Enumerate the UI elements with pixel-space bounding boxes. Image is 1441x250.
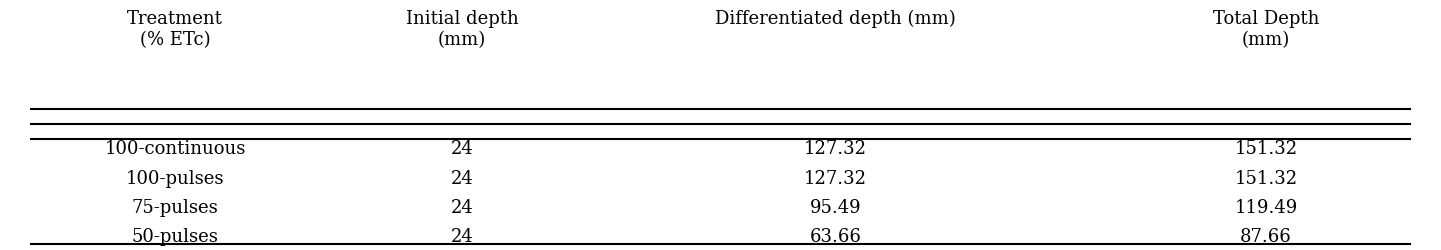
Text: Total Depth
(mm): Total Depth (mm) xyxy=(1213,10,1319,49)
Text: 151.32: 151.32 xyxy=(1235,140,1297,158)
Text: 95.49: 95.49 xyxy=(810,198,862,216)
Text: Treatment
(% ETc): Treatment (% ETc) xyxy=(127,10,223,49)
Text: 100-continuous: 100-continuous xyxy=(104,140,246,158)
Text: Initial depth
(mm): Initial depth (mm) xyxy=(406,10,519,49)
Text: 127.32: 127.32 xyxy=(804,169,867,187)
Text: 127.32: 127.32 xyxy=(804,140,867,158)
Text: 151.32: 151.32 xyxy=(1235,169,1297,187)
Text: 24: 24 xyxy=(451,140,474,158)
Text: 24: 24 xyxy=(451,198,474,216)
Text: Differentiated depth (mm): Differentiated depth (mm) xyxy=(715,10,955,28)
Text: 87.66: 87.66 xyxy=(1241,227,1291,245)
Text: 50-pulses: 50-pulses xyxy=(131,227,219,245)
Text: 63.66: 63.66 xyxy=(810,227,862,245)
Text: 119.49: 119.49 xyxy=(1235,198,1297,216)
Text: 75-pulses: 75-pulses xyxy=(131,198,219,216)
Text: 100-pulses: 100-pulses xyxy=(125,169,225,187)
Text: 24: 24 xyxy=(451,227,474,245)
Text: 24: 24 xyxy=(451,169,474,187)
